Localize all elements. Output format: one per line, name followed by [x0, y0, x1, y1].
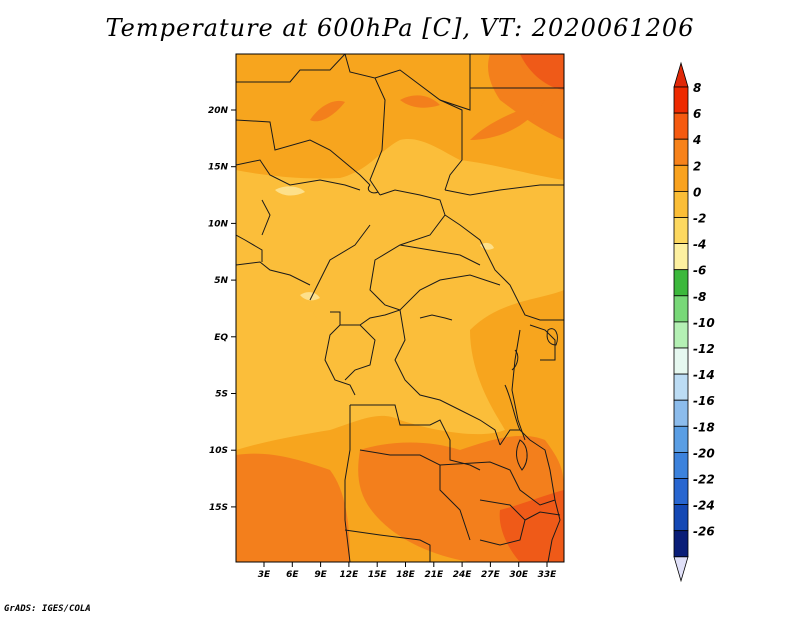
colorbar-label: 4 — [692, 133, 701, 147]
colorbar: 8 6 4 2 0 -2 -4 -6 -8 -10 -12 -14 -16 -18 -20 -22 -24 -26 — [673, 61, 715, 583]
lon-tick-label: 30E — [509, 570, 529, 580]
colorbar-swatch — [673, 399, 689, 427]
colorbar-label: 2 — [693, 159, 701, 173]
lon-tick-label: 24E — [453, 570, 473, 580]
colorbar-swatch — [673, 425, 689, 453]
lon-tick-label: 9E — [314, 570, 327, 580]
field-darker-northeast — [520, 54, 564, 90]
longitude-ticks: 3E 6E 9E 12E 15E 18E 21E 24E 27E 30E 33E — [258, 562, 557, 580]
map-title: Temperature at 600hPa [C], VT: 202006120… — [105, 14, 695, 42]
colorbar-label: 6 — [693, 107, 701, 121]
colorbar-label: -8 — [693, 290, 706, 304]
lon-tick-label: 18E — [396, 570, 416, 580]
lon-tick-label: 27E — [481, 570, 501, 580]
field-dark-streak-1 — [310, 100, 345, 122]
colorbar-swatch — [673, 530, 689, 558]
colorbar-label: -14 — [693, 368, 715, 382]
colorbar-label: -4 — [693, 238, 706, 252]
field-light-central — [236, 139, 564, 451]
lon-tick-label: 6E — [286, 570, 299, 580]
country-borders — [236, 54, 564, 562]
field-pale-patch-1 — [275, 186, 305, 196]
colorbar-label: -24 — [693, 499, 715, 513]
lat-tick-label: 10N — [208, 219, 229, 229]
field-darker-southeast — [499, 490, 564, 562]
lat-tick-label: 5N — [214, 276, 228, 286]
colorbar-swatch — [673, 504, 689, 532]
colorbar-top-arrow — [673, 61, 689, 88]
colorbar-swatch — [673, 138, 689, 166]
colorbar-swatch — [673, 112, 689, 140]
colorbar-label: -6 — [693, 264, 706, 278]
map-frame — [235, 53, 565, 563]
colorbar-swatch — [673, 217, 689, 245]
colorbar-label: -16 — [693, 394, 715, 408]
lon-tick-label: 33E — [538, 570, 558, 580]
lon-tick-label: 3E — [258, 570, 271, 580]
lat-tick-label: 10S — [209, 446, 228, 456]
field-light-west — [236, 260, 333, 380]
lat-tick-label: EQ — [214, 333, 228, 343]
colorbar-label: -26 — [693, 525, 715, 539]
colorbar-swatch — [673, 190, 689, 218]
field-dark-streak-3 — [400, 95, 440, 108]
lat-tick-label: 20N — [208, 106, 229, 116]
colorbar-label: -2 — [693, 212, 706, 226]
colorbar-swatch — [673, 478, 689, 506]
lat-tick-label: 5S — [215, 390, 228, 400]
colorbar-swatch — [673, 243, 689, 271]
grads-credit: GrADS: IGES/COLA — [4, 604, 91, 614]
colorbar-swatch — [673, 86, 689, 114]
colorbar-swatch — [673, 347, 689, 375]
colorbar-label: 8 — [693, 81, 701, 95]
colorbar-bottom-arrow — [673, 556, 689, 583]
colorbar-swatch — [673, 164, 689, 192]
colorbar-swatch — [673, 373, 689, 401]
field-pale-patch-2 — [300, 292, 320, 301]
colorbar-label: -18 — [693, 420, 715, 434]
colorbar-swatch — [673, 321, 689, 349]
temperature-field — [236, 54, 564, 562]
lat-tick-label: 15N — [208, 163, 229, 173]
colorbar-label: -10 — [693, 316, 715, 330]
colorbar-swatch — [673, 295, 689, 323]
colorbar-label: 0 — [693, 185, 701, 199]
lon-tick-label: 21E — [424, 570, 444, 580]
field-dark-south — [236, 453, 350, 562]
colorbar-swatch — [673, 269, 689, 297]
latitude-ticks: 20N 15N 10N 5N EQ 5S 10S 15S — [208, 106, 236, 513]
colorbar-label: -12 — [693, 342, 715, 356]
lon-tick-label: 12E — [340, 570, 360, 580]
colorbar-swatch — [673, 451, 689, 479]
lon-tick-label: 15E — [368, 570, 388, 580]
colorbar-label: -22 — [693, 473, 715, 487]
field-dark-streak-2 — [470, 100, 545, 140]
colorbar-label: -20 — [693, 446, 715, 460]
lat-tick-label: 15S — [209, 503, 228, 513]
